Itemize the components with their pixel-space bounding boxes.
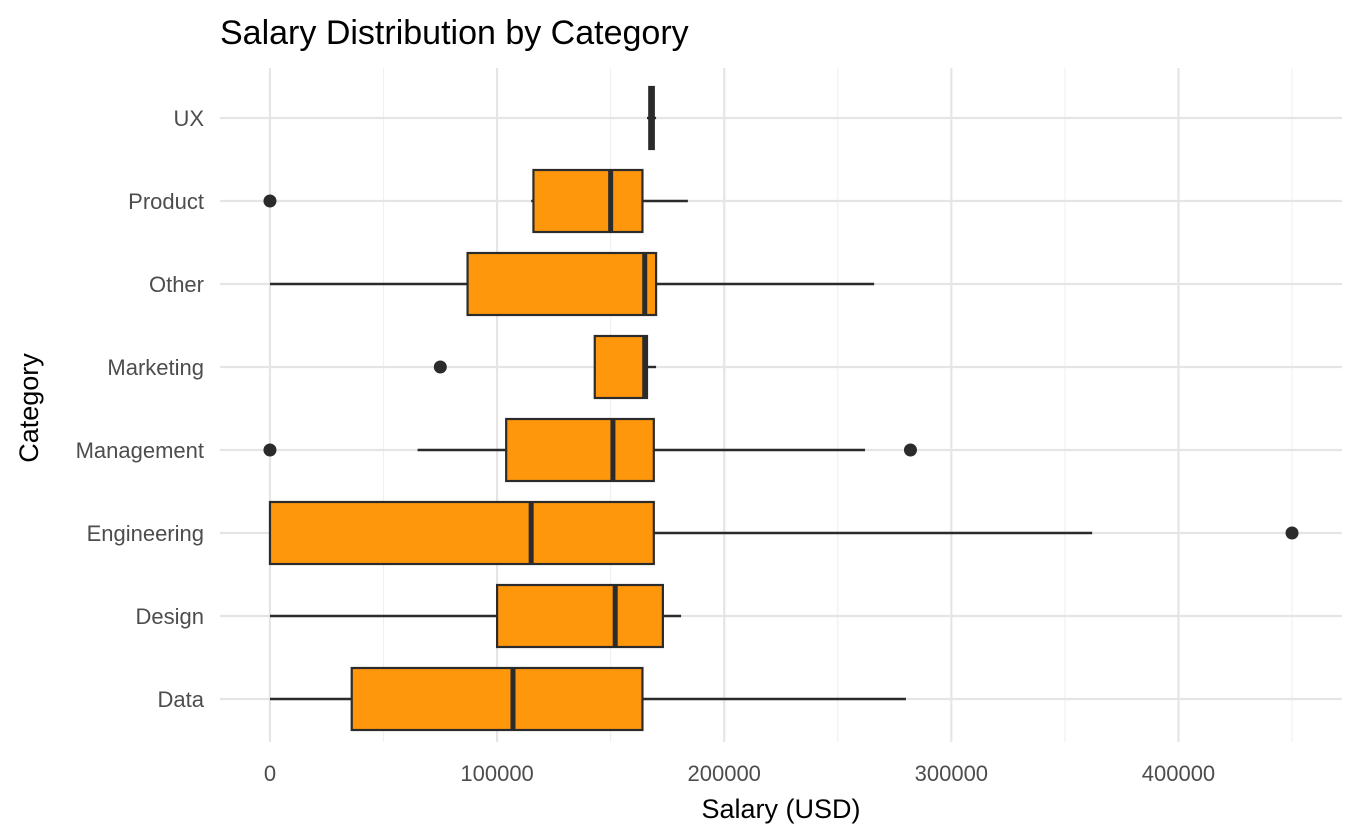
x-tick-label: 400000 (1142, 761, 1215, 786)
y-tick-label: Other (149, 272, 204, 297)
x-tick-label: 100000 (460, 761, 533, 786)
x-tick-label: 200000 (688, 761, 761, 786)
box-engineering (268, 500, 1299, 566)
box-iqr (268, 500, 655, 566)
outlier-point (263, 443, 277, 457)
box-iqr (466, 251, 658, 317)
box-data (269, 666, 906, 732)
y-tick-label: UX (173, 106, 204, 131)
box-product (263, 168, 688, 234)
x-tick-label: 0 (264, 761, 276, 786)
y-tick-label: Management (76, 438, 204, 463)
chart-title: Salary Distribution by Category (220, 14, 689, 52)
box-iqr (593, 334, 649, 400)
outlier-point (903, 443, 917, 457)
box-iqr (505, 417, 655, 483)
box-management (263, 417, 917, 483)
x-axis-title: Salary (USD) (701, 794, 860, 824)
y-tick-label: Engineering (87, 521, 204, 546)
box-layer (263, 85, 1299, 732)
box-iqr (532, 168, 644, 234)
box-ux (646, 85, 657, 151)
y-tick-label: Product (128, 189, 204, 214)
box-marketing (433, 334, 657, 400)
box-iqr (350, 666, 644, 732)
y-tick-label: Data (158, 687, 205, 712)
tick-layer: 0 100000 200000 300000 400000 Data Design Engin… (76, 106, 1216, 786)
box-design (269, 583, 682, 649)
grid-layer (220, 68, 1342, 742)
outlier-point (433, 360, 447, 374)
outlier-point (263, 194, 277, 208)
box-iqr (495, 583, 664, 649)
y-tick-label: Design (136, 604, 204, 629)
y-tick-label: Marketing (107, 355, 204, 380)
box-other (269, 251, 875, 317)
x-tick-label: 300000 (915, 761, 988, 786)
outlier-point (1285, 526, 1299, 540)
y-axis-title: Category (14, 353, 44, 463)
